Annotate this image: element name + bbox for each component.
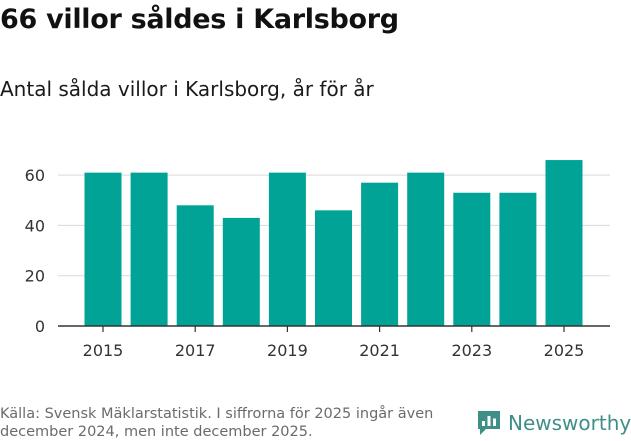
x-tick-label: 2021 [359, 341, 400, 360]
x-tick-label: 2015 [83, 341, 124, 360]
bar-2023 [453, 192, 491, 326]
chart-subtitle: Antal sålda villor i Karlsborg, år för å… [0, 77, 374, 101]
x-tick-label: 2025 [544, 341, 585, 360]
bar-2015 [84, 172, 122, 326]
y-tick-label: 0 [35, 317, 45, 336]
brand: Newsworthy [476, 408, 631, 438]
x-tick-label: 2019 [267, 341, 308, 360]
bar-2019 [268, 172, 306, 326]
bar-2020 [315, 210, 352, 326]
brand-name: Newsworthy [508, 411, 631, 435]
bar-2024 [499, 192, 537, 326]
y-tick-label: 20 [25, 267, 45, 286]
bar-2018 [222, 217, 260, 326]
bar-2017 [176, 205, 214, 326]
bar-2016 [130, 172, 168, 326]
x-tick-label: 2017 [175, 341, 216, 360]
newsworthy-logo-icon [478, 411, 500, 435]
y-tick-label: 60 [25, 166, 45, 185]
axes: 0 20 40 60 2015 2017 2019 2021 2023 2025 [25, 166, 610, 360]
source-note: Källa: Svensk Mäklarstatistik. I siffror… [0, 406, 434, 440]
x-tick-label: 2023 [451, 341, 492, 360]
bar-2022 [407, 172, 445, 326]
bar-2025 [545, 160, 583, 326]
bar-chart: 0 20 40 60 2015 2017 2019 2021 2023 2025 [25, 160, 610, 360]
bars [84, 160, 583, 326]
chart-title: 66 villor såldes i Karlsborg [0, 4, 399, 35]
y-tick-label: 40 [25, 216, 45, 235]
bar-2021 [361, 182, 399, 326]
